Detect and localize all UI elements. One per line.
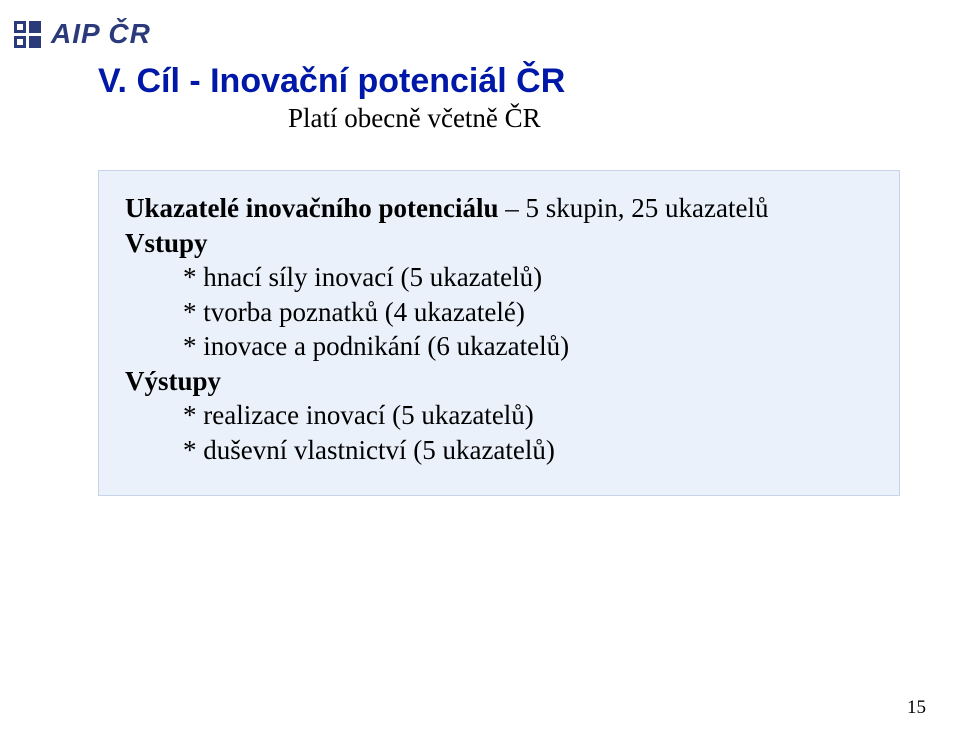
section-heading: Vstupy [125,226,873,261]
bullet-item: * tvorba poznatků (4 ukazatelé) [125,295,873,330]
lead-prefix: Ukazatelé inovačního potenciálu [125,193,499,223]
header-logo: AIP ČR [14,18,151,50]
lead-line: Ukazatelé inovačního potenciálu – 5 skup… [125,191,873,226]
bullet-item: * hnací síly inovací (5 ukazatelů) [125,260,873,295]
logo-text: AIP ČR [51,18,151,50]
bullet-item: * duševní vlastnictví (5 ukazatelů) [125,433,873,468]
bullet-item: * realizace inovací (5 ukazatelů) [125,398,873,433]
content-box: Ukazatelé inovačního potenciálu – 5 skup… [98,170,900,496]
page-number: 15 [907,697,926,719]
logo-mark-icon [14,21,41,48]
section-heading: Výstupy [125,364,873,399]
slide-title: V. Cíl - Inovační potenciál ČR [98,62,900,101]
slide-body: V. Cíl - Inovační potenciál ČR Platí obe… [98,62,900,496]
lead-suffix: – 5 skupin, 25 ukazatelů [499,193,769,223]
slide-subtitle: Platí obecně včetně ČR [98,103,900,134]
bullet-item: * inovace a podnikání (6 ukazatelů) [125,329,873,364]
